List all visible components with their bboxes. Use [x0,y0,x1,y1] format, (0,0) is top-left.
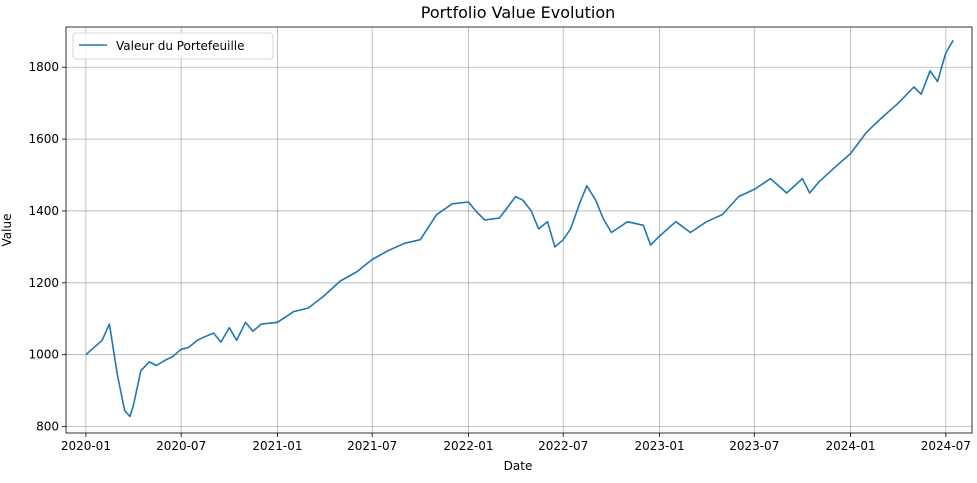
series-layer [85,39,954,418]
x-tick-label: 2022-07 [538,439,588,453]
y-axis: 800 1000 1200 1400 1600 1800 [28,60,66,434]
y-tick-label: 800 [36,420,59,434]
x-tick-label: 2023-01 [634,439,684,453]
series-line [85,39,954,418]
x-tick-label: 2023-07 [729,439,779,453]
legend: Valeur du Portefeuille [72,32,274,60]
y-tick-label: 1600 [28,132,59,146]
x-tick-label: 2024-07 [921,439,971,453]
legend-label: Valeur du Portefeuille [116,39,245,53]
y-tick-label: 1000 [28,348,59,362]
x-tick-label: 2020-01 [61,439,111,453]
x-axis: 2020-01 2020-07 2021-01 2021-07 2022-01 2022-… [61,433,971,453]
x-tick-label: 2024-01 [826,439,876,453]
grid [66,27,972,433]
y-axis-label: Value [0,214,14,247]
chart-title: Portfolio Value Evolution [421,3,616,22]
x-axis-label: Date [504,459,533,473]
y-tick-label: 1200 [28,276,59,290]
y-tick-label: 1400 [28,204,59,218]
x-tick-label: 2020-07 [156,439,206,453]
y-tick-label: 1800 [28,60,59,74]
legend-box [72,32,274,60]
plot-frame [65,26,973,434]
x-tick-label: 2022-01 [443,439,493,453]
x-tick-label: 2021-01 [252,439,302,453]
x-tick-label: 2021-07 [347,439,397,453]
